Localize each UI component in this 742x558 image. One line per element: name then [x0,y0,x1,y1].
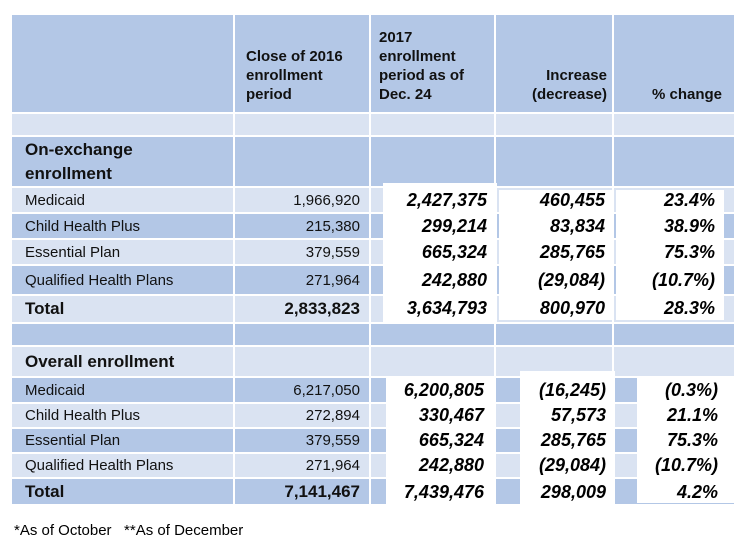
overall-medicaid-2017-value: 6,200,805 [403,380,484,400]
row-label: Child Health Plus [25,217,141,235]
section-title-overall: Overall enrollment [25,351,175,371]
overall-total-pct-value: 4.2% [676,482,718,502]
overall-chp-2017-value: 330,467 [418,405,484,425]
onexchange-total-increase-value: 800,970 [539,298,605,318]
spacer-row-1 [12,114,734,135]
col-header-increase: Increase (decrease) [531,67,607,103]
section-row-overall: Overall enrollment [12,347,734,376]
overall-medicaid-pct-value: (0.3%) [664,380,718,400]
onexchange-medicaid-pct-value: 23.4% [663,190,715,210]
col-header-pct-change: % change [651,86,722,103]
row-overall-essential-plan: Essential Plan 379,559 [12,429,734,452]
onexchange-medicaid-increase-value: 460,455 [539,190,605,210]
col-header-2017-period: 2017 enrollment period as of Dec. 24 [379,29,465,103]
close-2016-value: 271,964 [305,271,360,289]
row-label: Essential Plan [25,432,121,449]
overall-essential-pct-value: 75.3% [666,430,718,450]
footnote: *As of October **As of December [14,522,244,539]
overlay-box-overall-increase [520,371,615,505]
onexchange-qhp-2017-value: 242,880 [421,270,487,290]
row-label: Essential Plan [25,243,121,261]
overall-total-increase-value: 298,009 [540,482,606,502]
overall-medicaid-increase-value: (16,245) [538,380,606,400]
onexchange-qhp-increase-value: (29,084) [537,270,605,290]
overlay-box-overall-2017 [386,377,494,505]
row-label: Child Health Plus [25,407,141,424]
overall-essential-2017-value: 665,324 [418,430,484,450]
close-2016-value: 7,141,467 [284,481,360,501]
row-label: Medicaid [25,191,86,209]
overall-qhp-pct-value: (10.7%) [654,455,718,475]
row-label: Qualified Health Plans [25,457,174,474]
table-gridline-vertical [233,15,235,504]
onexchange-chp-2017-value: 299,214 [421,216,487,236]
close-2016-value: 6,217,050 [293,381,360,399]
close-2016-value: 2,833,823 [284,299,360,318]
overall-chp-increase-value: 57,573 [550,405,606,425]
section-title-on-exchange: On-exchange enrollment [25,139,133,183]
overall-qhp-increase-value: (29,084) [538,455,606,475]
row-label: Medicaid [25,381,86,399]
onexchange-total-2017-value: 3,634,793 [406,298,487,318]
overlay-box-onexchange-increase [499,190,613,320]
table-gridline-vertical [612,15,614,504]
onexchange-qhp-pct-value: (10.7%) [651,270,715,290]
onexchange-total-pct-value: 28.3% [663,298,715,318]
row-overall-qualified-health-plans: Qualified Health Plans 271,964 [12,454,734,477]
overlay-box-onexchange-pct [616,190,724,320]
close-2016-value: 272,894 [305,407,360,424]
spacer-row-2 [12,324,734,345]
close-2016-value: 379,559 [305,243,360,261]
row-label: Total [25,299,65,318]
row-label: Total [25,481,65,501]
row-label: Qualified Health Plans [25,271,174,289]
col-header-close-2016: Close of 2016 enrollment period [246,48,343,103]
onexchange-chp-pct-value: 38.9% [663,216,715,236]
onexchange-essential-increase-value: 285,765 [539,242,605,262]
overall-chp-pct-value: 21.1% [666,405,718,425]
overall-essential-increase-value: 285,765 [540,430,606,450]
row-overall-medicaid: Medicaid 6,217,050 [12,378,734,402]
row-overall-child-health-plus: Child Health Plus 272,894 [12,404,734,427]
close-2016-value: 379,559 [305,432,360,449]
onexchange-chp-increase-value: 83,834 [549,216,605,236]
overall-total-2017-value: 7,439,476 [403,482,484,502]
close-2016-value: 215,380 [305,217,360,235]
table-gridline-vertical [369,15,371,504]
close-2016-value: 271,964 [305,457,360,474]
onexchange-essential-pct-value: 75.3% [663,242,715,262]
overlay-box-onexchange-2017 [383,183,497,324]
close-2016-value: 1,966,920 [293,191,360,209]
overall-qhp-2017-value: 242,880 [418,455,484,475]
onexchange-medicaid-2017-value: 2,427,375 [406,190,487,210]
overlay-box-overall-pct [637,377,740,503]
section-row-on-exchange: On-exchange enrollment [12,137,734,186]
row-overall-total: Total 7,141,467 [12,479,734,504]
onexchange-essential-2017-value: 665,324 [421,242,487,262]
